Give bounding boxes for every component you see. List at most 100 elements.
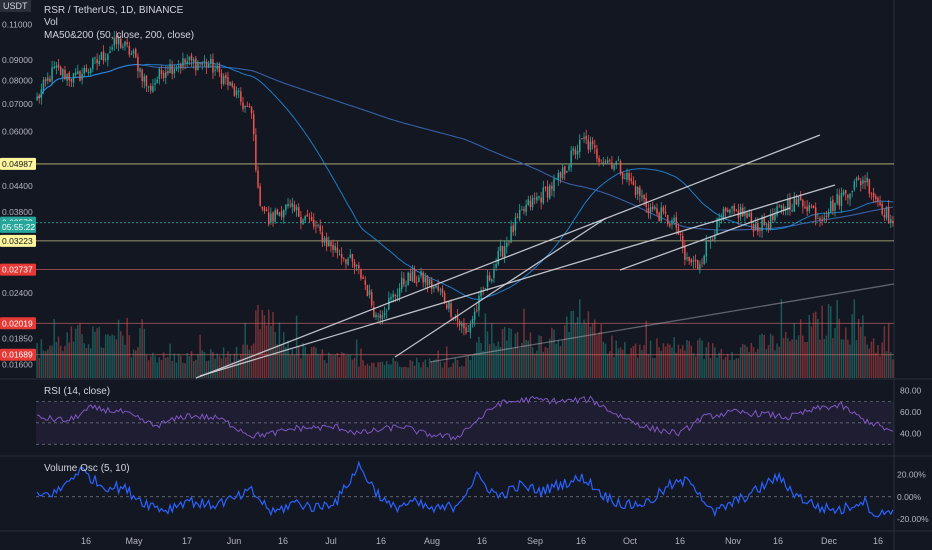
volume-bar [574, 323, 577, 378]
volume-bar [150, 356, 152, 378]
candle-body [182, 58, 184, 68]
candle-body [173, 68, 176, 74]
candle-body [658, 212, 660, 222]
volume-bar [113, 335, 116, 378]
x-tick-label: Nov [725, 536, 742, 546]
volume-bar [272, 311, 274, 378]
y-tick-label: 0.09000 [2, 55, 33, 65]
candle-body [235, 90, 238, 95]
candle-body [426, 275, 429, 286]
volume-bar [396, 361, 399, 378]
volume-bar [699, 338, 701, 378]
volume-bar [72, 341, 75, 378]
volume-bar [729, 360, 731, 378]
candle-body [68, 72, 70, 81]
candle-body [340, 253, 343, 259]
candle-body [310, 217, 313, 222]
candle-body [542, 187, 545, 204]
volume-bar [347, 354, 349, 378]
candle-body [315, 225, 317, 227]
candle-body [776, 206, 778, 216]
candle-body [707, 239, 710, 242]
candle-body [40, 89, 43, 98]
candle-body [806, 206, 808, 212]
volume-bar [111, 334, 113, 378]
candle-body [576, 150, 579, 155]
volume-bar [51, 345, 53, 378]
candle-body [819, 218, 821, 221]
volume-bar [602, 341, 605, 378]
candle-body [615, 161, 617, 165]
candle-body [476, 310, 478, 312]
candle-body [688, 256, 690, 262]
volume-bar [323, 360, 326, 378]
volume-bar [317, 353, 319, 378]
volume-bar [546, 347, 549, 378]
candle-body [207, 64, 210, 68]
candle-body [742, 207, 744, 217]
volume-bar [613, 356, 615, 378]
price-tag-label: 0.04987 [2, 159, 33, 169]
candle-body [199, 62, 201, 64]
volume-bar [278, 322, 281, 378]
volume-bar [306, 355, 309, 378]
candle-body [763, 217, 765, 225]
volume-bar [875, 352, 877, 378]
candle-body [355, 265, 358, 267]
candle-body [639, 187, 641, 196]
candle-body [143, 76, 146, 83]
currency-label[interactable]: USDT [0, 0, 31, 12]
chart-title: RSR / TetherUS, 1D, BINANCE [44, 5, 184, 16]
candle-body [529, 200, 532, 207]
volume-bar [38, 357, 40, 378]
candle-body [463, 323, 465, 329]
candle-body [744, 213, 746, 216]
volume-bar [160, 360, 163, 378]
volume-bar [823, 338, 826, 378]
volume-bar [400, 367, 403, 378]
rsi-tick-label: 80.00 [900, 386, 922, 396]
candle-body [714, 236, 716, 240]
candle-body [137, 56, 139, 72]
volume-bar [328, 352, 330, 378]
candle-body [274, 210, 276, 222]
candle-body [724, 207, 727, 212]
x-tick-label: 16 [675, 536, 685, 546]
volume-bar [596, 335, 598, 378]
candle-body [671, 220, 673, 225]
volume-bar [684, 350, 686, 378]
candle-body [186, 61, 188, 64]
volume-bar [310, 347, 313, 378]
volume-bar [115, 339, 118, 378]
trendline [394, 217, 607, 358]
candle-body [572, 148, 575, 151]
volume-bar [606, 353, 609, 378]
price-tag-box [0, 234, 36, 247]
candle-body [705, 240, 708, 257]
candle-body [621, 172, 624, 179]
candle-body [169, 64, 171, 74]
candle-body [390, 296, 392, 300]
x-tick-label: 16 [81, 536, 91, 546]
volume-bar [394, 360, 397, 378]
volume-bar [201, 350, 203, 378]
trendline [429, 283, 895, 363]
volume-bar [615, 340, 617, 378]
volume-bar [654, 358, 656, 378]
candle-body [81, 73, 83, 80]
volume-bar [857, 318, 860, 378]
y-tick-label: 0.06000 [2, 126, 33, 136]
rsi-line [36, 395, 894, 441]
volume-bar [819, 339, 821, 378]
volume-bar [177, 353, 180, 378]
x-tick-label: 16 [576, 536, 586, 546]
volume-bar [750, 342, 753, 378]
rsi-tick-label: 40.00 [900, 429, 922, 439]
candle-body [596, 148, 598, 159]
candle-body [778, 206, 780, 208]
volume-bar [836, 300, 838, 378]
volume-bar [109, 335, 111, 378]
candle-body [883, 215, 886, 218]
volume-bar [866, 344, 868, 378]
